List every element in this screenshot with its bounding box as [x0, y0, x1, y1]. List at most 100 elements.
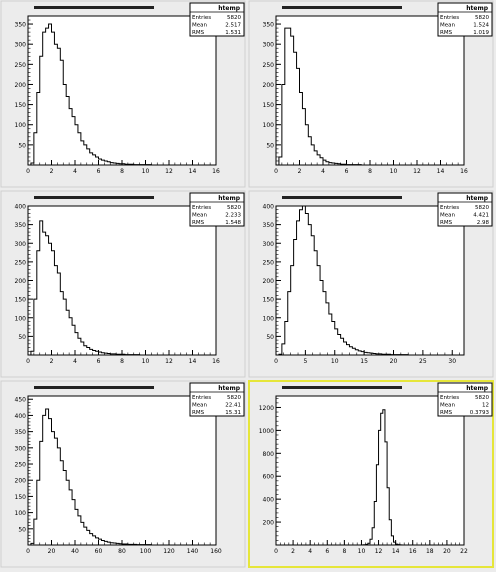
- y-tick-label: 100: [15, 315, 27, 322]
- y-tick-label: 100: [15, 122, 27, 129]
- x-tick-label: 20: [48, 548, 56, 555]
- y-tick-label: 300: [15, 445, 27, 452]
- x-tick-label: 10: [358, 548, 366, 555]
- y-tick-label: 250: [263, 62, 275, 69]
- x-tick-label: 160: [210, 548, 222, 555]
- x-tick-label: 6: [97, 358, 101, 365]
- x-tick-label: 8: [120, 358, 124, 365]
- stats-label: Mean: [440, 213, 455, 219]
- x-tick-label: 20: [443, 548, 451, 555]
- stats-value: 5820: [227, 205, 241, 211]
- stats-label: Entries: [440, 15, 459, 21]
- histogram-pad: 50 100 150 200 250 300 350 400 0 5 10 15 20 25 30 htemp…: [248, 190, 494, 378]
- stats-value: 2.98: [477, 220, 490, 226]
- y-tick-label: 200: [15, 278, 27, 285]
- stats-value: 0.3793: [470, 410, 490, 416]
- stats-value: 2.517: [225, 23, 241, 29]
- stats-name: htemp: [218, 5, 240, 12]
- histogram-series: [276, 205, 464, 356]
- stats-label: RMS: [440, 410, 453, 416]
- x-tick-label: 18: [426, 548, 434, 555]
- y-tick-label: 300: [263, 42, 275, 49]
- histogram-series: [28, 408, 216, 546]
- y-tick-label: 250: [263, 259, 275, 266]
- y-tick-label: 50: [266, 334, 274, 341]
- stats-value: 5820: [227, 395, 241, 401]
- stats-name: htemp: [218, 385, 240, 392]
- x-tick-label: 5: [303, 358, 307, 365]
- x-tick-label: 6: [345, 168, 349, 175]
- x-tick-label: 4: [308, 548, 312, 555]
- stats-label: Mean: [192, 403, 207, 409]
- x-tick-label: 12: [165, 168, 173, 175]
- stats-name: htemp: [218, 195, 240, 202]
- x-tick-label: 6: [325, 548, 329, 555]
- plot-frame: [275, 395, 465, 546]
- x-tick-label: 100: [140, 548, 152, 555]
- histogram-pad: 50 100 150 200 250 300 350 0 2 4 6 8 10 12 14 16 htemp En…: [248, 0, 494, 188]
- histogram-pad: 50 100 150 200 250 300 350 400 0 2 4 6 8 10 12 14 16 htem…: [0, 190, 246, 378]
- x-tick-label: 140: [187, 548, 199, 555]
- x-tick-label: 6: [97, 168, 101, 175]
- y-tick-label: 100: [263, 315, 275, 322]
- x-tick-label: 0: [274, 548, 278, 555]
- stats-value: 12: [482, 403, 489, 409]
- y-tick-label: 100: [15, 510, 27, 517]
- x-tick-label: 8: [120, 168, 124, 175]
- y-tick-label: 350: [15, 22, 27, 29]
- x-tick-label: 16: [212, 358, 220, 365]
- y-tick-label: 200: [15, 82, 27, 89]
- x-tick-label: 4: [73, 358, 77, 365]
- x-tick-label: 0: [274, 358, 278, 365]
- plot-frame: [27, 395, 217, 546]
- y-tick-label: 1000: [259, 428, 274, 435]
- x-tick-label: 16: [212, 168, 220, 175]
- histogram-series: [276, 409, 464, 546]
- stats-label: RMS: [192, 220, 205, 226]
- stats-label: Entries: [440, 395, 459, 401]
- stats-label: Entries: [192, 15, 211, 21]
- x-tick-label: 60: [95, 548, 103, 555]
- y-tick-label: 400: [15, 413, 27, 420]
- y-tick-label: 250: [15, 62, 27, 69]
- histogram-pad: 200 400 600 800 1000 1200 0 2 4 6 8 10 12 14 16 18 20 22 h…: [248, 380, 494, 568]
- y-tick-label: 200: [263, 278, 275, 285]
- stats-label: RMS: [192, 30, 205, 36]
- x-tick-label: 16: [460, 168, 468, 175]
- title-strip: [34, 6, 154, 9]
- x-tick-label: 80: [118, 548, 126, 555]
- title-strip: [34, 196, 154, 199]
- x-tick-label: 4: [73, 168, 77, 175]
- title-strip: [282, 196, 402, 199]
- x-tick-label: 14: [189, 168, 197, 175]
- x-tick-label: 0: [26, 548, 30, 555]
- plot-frame: [275, 205, 465, 356]
- y-tick-label: 150: [15, 102, 27, 109]
- plot-frame: [27, 15, 217, 166]
- x-tick-label: 12: [413, 168, 421, 175]
- histogram-series: [28, 23, 216, 166]
- y-tick-label: 200: [263, 520, 275, 527]
- stats-value: 1.548: [225, 220, 241, 226]
- y-tick-label: 300: [15, 42, 27, 49]
- x-tick-label: 10: [142, 168, 150, 175]
- x-tick-label: 0: [26, 168, 30, 175]
- x-tick-label: 40: [71, 548, 79, 555]
- stats-name: htemp: [466, 5, 488, 12]
- stats-value: 1.019: [473, 30, 489, 36]
- y-tick-label: 250: [15, 259, 27, 266]
- x-tick-label: 8: [368, 168, 372, 175]
- y-tick-label: 1200: [259, 405, 274, 412]
- stats-value: 5820: [227, 15, 241, 21]
- y-tick-label: 50: [18, 526, 26, 533]
- x-tick-label: 10: [331, 358, 339, 365]
- histogram-pad: 50 100 150 200 250 300 350 400 450 0 20 40 60 80 100 12…: [0, 380, 246, 568]
- plot-frame: [275, 15, 465, 166]
- x-tick-label: 12: [165, 358, 173, 365]
- x-tick-label: 0: [26, 358, 30, 365]
- y-tick-label: 350: [15, 222, 27, 229]
- stats-label: Mean: [192, 23, 207, 29]
- x-tick-label: 12: [375, 548, 383, 555]
- y-tick-label: 350: [15, 429, 27, 436]
